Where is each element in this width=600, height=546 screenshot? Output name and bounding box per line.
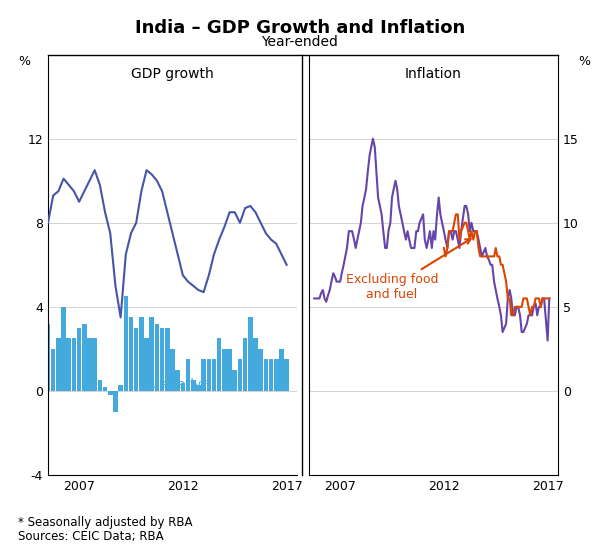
- Bar: [113, 391, 118, 412]
- Bar: [139, 317, 143, 391]
- Text: %: %: [578, 55, 590, 68]
- Text: Sources: CEIC Data; RBA: Sources: CEIC Data; RBA: [18, 530, 164, 543]
- Bar: [186, 359, 190, 391]
- Bar: [46, 324, 50, 391]
- Bar: [149, 317, 154, 391]
- Bar: [279, 349, 284, 391]
- Bar: [263, 359, 268, 391]
- Bar: [284, 359, 289, 391]
- Bar: [77, 328, 82, 391]
- Text: Inflation: Inflation: [405, 67, 462, 81]
- Bar: [165, 328, 170, 391]
- Bar: [129, 317, 133, 391]
- Bar: [243, 339, 247, 391]
- Bar: [181, 383, 185, 391]
- Bar: [269, 359, 274, 391]
- Bar: [227, 349, 232, 391]
- Bar: [61, 307, 66, 391]
- Bar: [212, 359, 216, 391]
- Text: %: %: [18, 55, 30, 68]
- Bar: [82, 324, 86, 391]
- Bar: [259, 349, 263, 391]
- Bar: [160, 328, 164, 391]
- Bar: [175, 370, 180, 391]
- Bar: [108, 391, 113, 395]
- Bar: [98, 381, 102, 391]
- Bar: [274, 359, 278, 391]
- Bar: [71, 339, 76, 391]
- Bar: [51, 349, 55, 391]
- Text: GDP growth: GDP growth: [131, 67, 214, 81]
- Bar: [191, 381, 196, 391]
- Text: Quarterly*: Quarterly*: [143, 378, 208, 391]
- Bar: [232, 370, 237, 391]
- Text: Excluding food
and fuel: Excluding food and fuel: [346, 239, 470, 301]
- Bar: [134, 328, 139, 391]
- Text: India – GDP Growth and Inflation: India – GDP Growth and Inflation: [135, 19, 465, 37]
- Bar: [118, 384, 123, 391]
- Bar: [248, 317, 253, 391]
- Bar: [155, 324, 159, 391]
- Text: * Seasonally adjusted by RBA: * Seasonally adjusted by RBA: [18, 516, 193, 529]
- Bar: [170, 349, 175, 391]
- Bar: [202, 359, 206, 391]
- Bar: [144, 339, 149, 391]
- Bar: [103, 387, 107, 391]
- Bar: [92, 339, 97, 391]
- Bar: [253, 339, 258, 391]
- Bar: [238, 359, 242, 391]
- Bar: [217, 339, 221, 391]
- Bar: [56, 339, 61, 391]
- Text: Year-ended: Year-ended: [262, 35, 338, 50]
- Bar: [67, 339, 71, 391]
- Bar: [222, 349, 227, 391]
- Bar: [124, 296, 128, 391]
- Bar: [196, 384, 201, 391]
- Bar: [87, 339, 92, 391]
- Bar: [206, 359, 211, 391]
